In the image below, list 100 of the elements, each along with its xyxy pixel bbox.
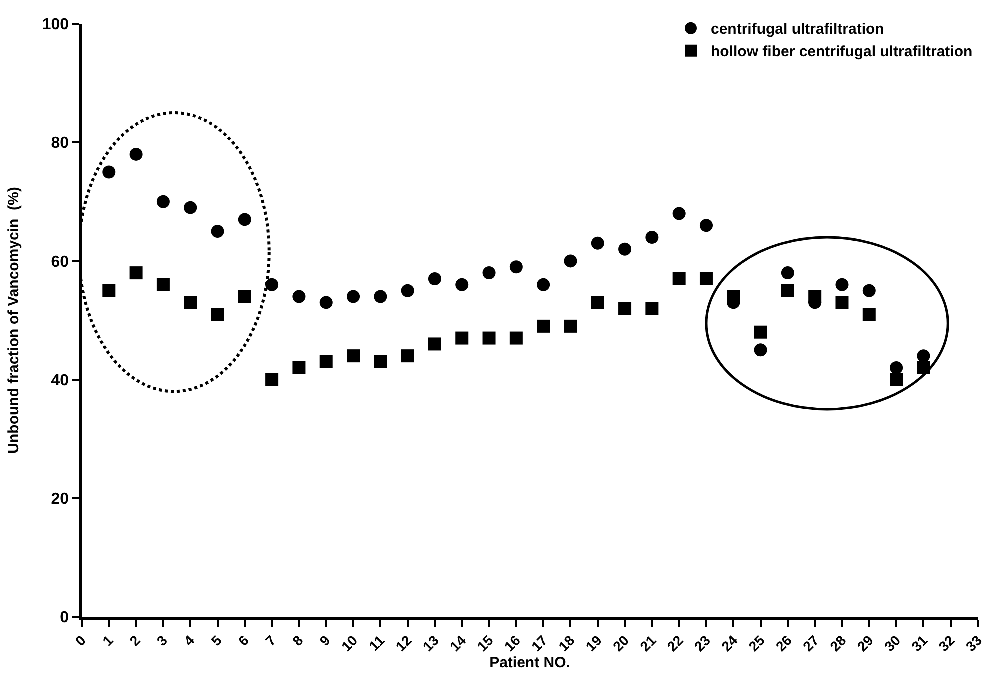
- x-tick-label: 10: [338, 632, 361, 655]
- x-tick-label: 15: [474, 632, 496, 655]
- x-tick-label: 3: [154, 632, 171, 650]
- point: [428, 272, 442, 286]
- x-tick-label: 26: [772, 632, 796, 655]
- point: [862, 308, 876, 322]
- point: [564, 254, 578, 268]
- x-tick-label: 14: [446, 632, 470, 655]
- x-tick-label: 16: [501, 632, 524, 655]
- x-tick-label: 17: [528, 632, 551, 655]
- point: [130, 266, 143, 280]
- point: [510, 332, 523, 345]
- y-tick-label: 80: [51, 135, 70, 152]
- point: [781, 284, 794, 298]
- y-tick-label: 0: [60, 610, 70, 627]
- point: [238, 290, 252, 304]
- point: [890, 373, 904, 386]
- point: [700, 272, 713, 286]
- legend-label: hollow fiber centrifugal ultrafiltration: [711, 44, 973, 61]
- x-tick-label: 5: [208, 632, 225, 650]
- x-tick-label: 23: [691, 632, 714, 655]
- point: [428, 338, 442, 351]
- y-tick-label: 20: [51, 491, 70, 508]
- point: [401, 284, 414, 298]
- point: [808, 290, 822, 304]
- point: [456, 332, 469, 345]
- point: [374, 356, 388, 369]
- point: [862, 284, 876, 298]
- x-tick-label: 29: [854, 632, 877, 655]
- point: [320, 296, 333, 310]
- x-tick-label: 2: [126, 632, 144, 650]
- point: [374, 290, 388, 304]
- x-tick-label: 28: [826, 632, 850, 655]
- point: [836, 278, 849, 292]
- x-tick-label: 11: [366, 632, 388, 654]
- legend-label: centrifugal ultrafiltration: [711, 21, 884, 38]
- point: [292, 361, 306, 374]
- point: [401, 350, 414, 363]
- y-tick-label: 40: [51, 372, 70, 390]
- point: [266, 278, 279, 292]
- x-tick-label: 18: [555, 632, 578, 655]
- point: [537, 320, 550, 333]
- point: [618, 242, 632, 256]
- x-tick-label: 30: [881, 632, 904, 655]
- point: [184, 296, 198, 310]
- point: [347, 350, 360, 363]
- x-tick-label: 27: [800, 632, 822, 655]
- y-axis-title: Unbound fraction of Vancomycin (%): [6, 187, 23, 454]
- point: [156, 195, 170, 208]
- y-tick-label: 60: [51, 254, 70, 271]
- x-tick-label: 33: [962, 632, 986, 655]
- point: [456, 278, 469, 292]
- x-tick-label: 9: [316, 632, 334, 650]
- x-tick-label: 19: [582, 632, 606, 655]
- x-tick-label: 6: [235, 632, 252, 650]
- x-tick-label: 0: [72, 632, 90, 650]
- x-tick-label: 25: [746, 632, 768, 655]
- x-tick-label: 7: [262, 632, 280, 650]
- point: [618, 302, 632, 316]
- point: [727, 290, 740, 304]
- point: [672, 272, 686, 286]
- point: [836, 296, 849, 310]
- point: [781, 266, 794, 280]
- point: [591, 236, 604, 250]
- point: [102, 166, 116, 179]
- point: [347, 290, 360, 304]
- point: [537, 278, 550, 292]
- point: [917, 350, 930, 363]
- point: [754, 326, 768, 339]
- point: [266, 373, 279, 386]
- point: [482, 332, 496, 345]
- x-tick-label: 24: [718, 632, 741, 655]
- point: [510, 260, 523, 274]
- x-tick-label: 12: [392, 632, 416, 655]
- point: [292, 290, 306, 304]
- point: [591, 296, 604, 310]
- point: [320, 356, 333, 369]
- x-tick-label: 21: [636, 632, 660, 655]
- point: [156, 278, 170, 292]
- point: [890, 361, 904, 374]
- point: [238, 213, 252, 226]
- point: [564, 320, 578, 333]
- x-axis-title: Patient NO.: [490, 654, 570, 672]
- point: [754, 344, 768, 357]
- point: [672, 207, 686, 220]
- point: [700, 219, 713, 232]
- y-tick-label: 100: [42, 16, 70, 34]
- x-tick-label: 20: [610, 632, 632, 655]
- point: [482, 266, 496, 280]
- x-tick-label: 32: [936, 632, 958, 655]
- x-tick-label: 4: [180, 632, 198, 650]
- point: [211, 225, 224, 238]
- x-tick-label: 1: [99, 632, 116, 650]
- point: [130, 148, 143, 161]
- point: [646, 230, 659, 244]
- point: [184, 201, 198, 214]
- point: [102, 284, 116, 298]
- x-tick-label: 13: [420, 632, 442, 655]
- point: [211, 308, 224, 322]
- x-tick-label: 8: [289, 632, 306, 650]
